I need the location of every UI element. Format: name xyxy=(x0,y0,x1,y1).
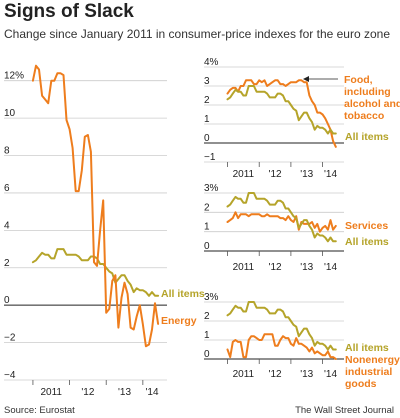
food-y-tick-label: 4% xyxy=(204,57,219,68)
chart-subtitle: Change since January 2011 in consumer-pr… xyxy=(4,27,391,41)
nonenergy-goods-label: industrial xyxy=(345,366,392,378)
food-pointer-arrowhead xyxy=(303,76,309,82)
food-label: alcohol and xyxy=(344,98,400,110)
main-y-tick-label: 8 xyxy=(4,146,10,157)
main-y-tick-label: 4 xyxy=(4,220,10,231)
services-x-tick-label: '14 xyxy=(324,262,337,273)
main-y-tick-label: −2 xyxy=(4,333,16,344)
goods-x-tick-label: '13 xyxy=(300,369,313,380)
main-y-tick-label: 0 xyxy=(4,295,10,306)
credit-note: The Wall Street Journal xyxy=(295,405,394,416)
nonenergy-goods-label: goods xyxy=(345,378,377,390)
main-y-tick-label: 2 xyxy=(4,258,10,269)
goods-series-line xyxy=(226,301,337,351)
services-series-line xyxy=(226,192,337,243)
food-series-line xyxy=(226,79,337,148)
nonenergy-goods-label: Nonenergy xyxy=(345,354,400,366)
services-x-tick-label: 2011 xyxy=(233,262,255,273)
food-label: Food, xyxy=(344,74,373,86)
food-x-tick-label: '14 xyxy=(324,169,337,180)
main-y-tick-label: 6 xyxy=(4,183,10,194)
source-note: Source: Eurostat xyxy=(4,405,75,416)
main-x-tick-label: '14 xyxy=(145,387,158,398)
food-x-tick-label: 2011 xyxy=(233,169,255,180)
goods-y-tick-label: 3% xyxy=(204,292,219,303)
services-label: Services xyxy=(345,220,388,232)
services-y-tick-label: 3% xyxy=(204,183,219,194)
main-x-tick-label: 2011 xyxy=(40,387,62,398)
goods-x-tick-label: '14 xyxy=(324,369,337,380)
food-label: including xyxy=(344,86,391,98)
main-series-line xyxy=(31,248,160,297)
services-x-tick-label: '12 xyxy=(269,262,282,273)
food-x-tick-label: '13 xyxy=(300,169,313,180)
food-y-tick-label: 2 xyxy=(204,95,210,106)
services-y-tick-label: 0 xyxy=(204,241,210,252)
goods-series-line xyxy=(226,333,337,360)
services-y-tick-label: 1 xyxy=(204,222,210,233)
energy-label: Energy xyxy=(161,315,197,327)
all-items-label: All items xyxy=(345,236,389,248)
main-x-tick-label: '13 xyxy=(118,387,131,398)
chart-title: Signs of Slack xyxy=(4,1,134,22)
food-y-tick-label: −1 xyxy=(204,152,216,163)
main-series-line xyxy=(31,64,160,348)
food-y-tick-label: 1 xyxy=(204,114,210,125)
main-y-tick-label: 12% xyxy=(4,71,24,82)
goods-y-tick-label: 2 xyxy=(204,311,210,322)
services-x-tick-label: '13 xyxy=(300,262,313,273)
goods-y-tick-label: 1 xyxy=(204,330,210,341)
goods-y-tick-label: 0 xyxy=(204,349,210,360)
goods-x-tick-label: 2011 xyxy=(233,369,255,380)
all-items-label: All items xyxy=(161,288,205,300)
main-x-tick-label: '12 xyxy=(81,387,94,398)
main-y-tick-label: −4 xyxy=(4,370,16,381)
goods-x-tick-label: '12 xyxy=(269,369,282,380)
all-items-label: All items xyxy=(345,131,389,143)
services-series-line xyxy=(226,211,337,233)
food-y-tick-label: 0 xyxy=(204,133,210,144)
food-label: tobacco xyxy=(344,110,384,122)
food-y-tick-label: 3 xyxy=(204,76,210,87)
food-x-tick-label: '12 xyxy=(269,169,282,180)
food-series-line xyxy=(226,85,337,135)
services-y-tick-label: 2 xyxy=(204,202,210,213)
all-items-label: All items xyxy=(345,342,389,354)
main-y-tick-label: 10 xyxy=(4,108,16,119)
